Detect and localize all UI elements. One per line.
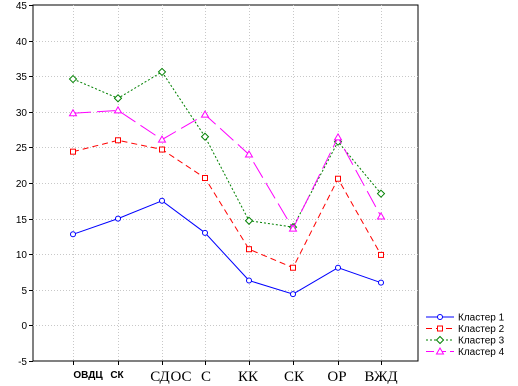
data-point bbox=[246, 277, 252, 284]
legend-entry: Кластер 2 bbox=[426, 324, 505, 335]
y-tick-label: 0 bbox=[21, 321, 27, 332]
data-point bbox=[244, 216, 254, 225]
legend-label: Кластер 1 bbox=[458, 313, 505, 324]
y-tick-label: 5 bbox=[21, 286, 27, 297]
y-tick-label: -5 bbox=[18, 357, 27, 368]
x-tick-label: ОВДЦ bbox=[73, 370, 103, 381]
legend-swatch-marker bbox=[437, 325, 443, 332]
x-tick-label: СД bbox=[150, 369, 170, 385]
y-tick-label: 35 bbox=[16, 72, 28, 83]
data-point bbox=[246, 246, 252, 253]
data-point bbox=[157, 67, 167, 77]
series-line bbox=[72, 71, 382, 228]
legend-label: Кластер 2 bbox=[458, 324, 505, 335]
x-tick-label: ВЖД bbox=[364, 369, 397, 385]
data-point bbox=[200, 110, 210, 118]
data-point bbox=[335, 264, 341, 271]
series-line bbox=[72, 139, 382, 269]
data-point bbox=[376, 211, 386, 220]
x-tick-label: ОС bbox=[170, 369, 191, 385]
data-point bbox=[202, 229, 208, 236]
y-tick-label: 40 bbox=[16, 37, 28, 48]
data-point bbox=[335, 175, 341, 182]
data-point bbox=[68, 108, 78, 117]
y-tick-label: 25 bbox=[16, 143, 28, 154]
y-tick-label: 15 bbox=[16, 215, 28, 226]
data-point bbox=[288, 224, 298, 232]
data-point bbox=[290, 264, 296, 271]
data-point bbox=[113, 94, 123, 103]
grid-layer bbox=[32, 4, 419, 362]
data-point bbox=[290, 291, 296, 298]
y-tick-label: 20 bbox=[16, 179, 28, 190]
series-line bbox=[72, 109, 382, 230]
series-4 bbox=[68, 105, 386, 232]
data-point bbox=[333, 132, 343, 141]
data-point bbox=[68, 74, 78, 84]
data-point bbox=[159, 197, 165, 204]
legend-label: Кластер 3 bbox=[458, 336, 505, 347]
data-point bbox=[378, 251, 384, 258]
legend-entry: Кластер 1 bbox=[426, 313, 505, 324]
legend-swatch-marker bbox=[437, 314, 443, 320]
data-point bbox=[115, 137, 121, 144]
y-tick-label: 45 bbox=[16, 1, 28, 12]
series-2 bbox=[70, 137, 384, 271]
x-tick-label: КК bbox=[238, 369, 259, 385]
data-point bbox=[378, 279, 384, 286]
axis-layer: -5 0 5 10 15 20 25 30 35 40 45 ОВДЦ СК СД ОС С КК СК ОР ВЖД bbox=[16, 1, 398, 385]
x-tick-label: ОР bbox=[327, 369, 346, 385]
data-point bbox=[202, 175, 208, 182]
legend-label: Кластер 4 bbox=[458, 347, 505, 358]
data-point bbox=[115, 215, 121, 222]
data-point bbox=[70, 231, 76, 238]
legend-entry: Кластер 3 bbox=[426, 336, 505, 347]
data-point bbox=[200, 132, 210, 141]
y-tick-label: 30 bbox=[16, 108, 28, 119]
data-point bbox=[159, 146, 165, 153]
series-layer bbox=[68, 67, 386, 298]
x-tick-label: СК bbox=[284, 369, 305, 385]
data-point bbox=[70, 148, 76, 155]
data-point bbox=[113, 105, 123, 114]
data-point bbox=[376, 189, 386, 198]
series-line bbox=[72, 200, 382, 295]
legend-swatch-marker bbox=[435, 347, 445, 355]
series-1 bbox=[70, 197, 384, 298]
x-tick-label: СК bbox=[110, 370, 124, 381]
data-point bbox=[157, 135, 167, 143]
legend-swatch-marker bbox=[435, 335, 445, 345]
y-tick-label: 10 bbox=[16, 250, 28, 261]
legend-entry: Кластер 4 bbox=[426, 347, 505, 358]
x-tick-label: С bbox=[201, 369, 211, 385]
data-point bbox=[244, 150, 254, 158]
